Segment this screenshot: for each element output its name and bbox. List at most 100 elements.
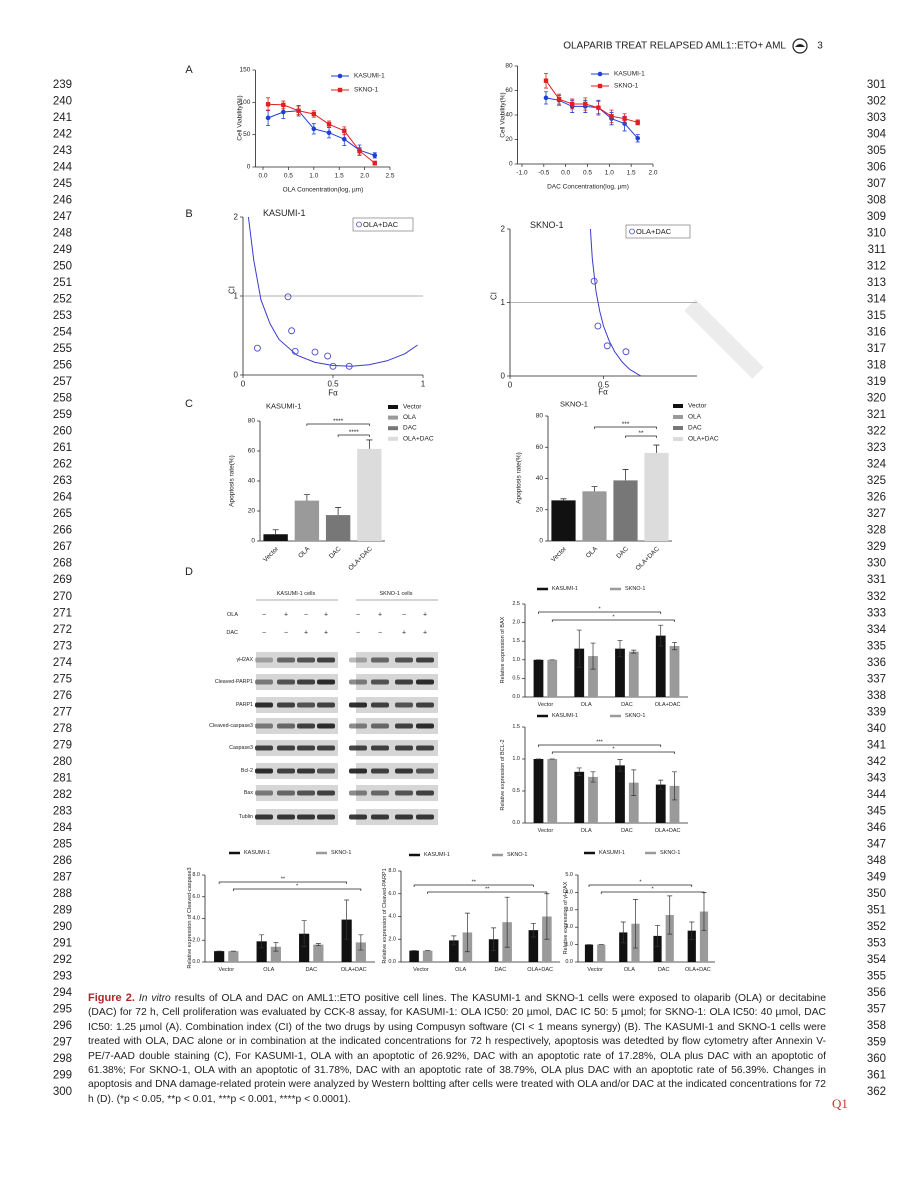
legend-label: OLA bbox=[403, 414, 417, 421]
blot-sign: − bbox=[356, 630, 360, 637]
point bbox=[288, 327, 296, 335]
blot-band bbox=[349, 814, 367, 820]
marker bbox=[543, 78, 549, 83]
y-tick-label: 0 bbox=[501, 372, 506, 381]
blot-protein: Bcl-2 bbox=[241, 768, 253, 774]
line-number: 254 bbox=[53, 327, 73, 339]
marker bbox=[569, 101, 575, 107]
error-bar bbox=[451, 935, 457, 946]
line-number: 289 bbox=[53, 904, 72, 916]
blot-protein: PARP1 bbox=[236, 702, 253, 708]
line-number: 247 bbox=[53, 211, 72, 223]
line-number: 304 bbox=[867, 129, 887, 141]
significance-bracket bbox=[337, 434, 370, 437]
error-bar bbox=[590, 642, 596, 670]
line-number: 273 bbox=[53, 640, 72, 652]
bar bbox=[357, 448, 382, 541]
line-number: 327 bbox=[867, 508, 886, 520]
blot-band bbox=[349, 702, 367, 708]
line-number: 267 bbox=[53, 541, 72, 553]
bar bbox=[263, 534, 288, 541]
line-number: 345 bbox=[867, 805, 886, 817]
error-bar bbox=[576, 629, 582, 668]
y-tick-label: 1.0 bbox=[512, 657, 520, 663]
line-number: 307 bbox=[867, 178, 886, 190]
x-tick-label: 1 bbox=[421, 380, 426, 389]
marker bbox=[342, 128, 347, 133]
x-tick-label: OLA+DAC bbox=[655, 702, 681, 708]
legend-label: KASUMI-1 bbox=[614, 71, 645, 78]
significance-bracket bbox=[551, 751, 675, 754]
error-bar bbox=[631, 649, 637, 654]
legend-label: SKNO-1 bbox=[625, 586, 645, 592]
blot-sign: + bbox=[284, 612, 288, 619]
y-tick-label: 0.0 bbox=[192, 959, 200, 965]
legend-label: KASUMI-1 bbox=[599, 850, 625, 856]
y-tick-label: 0 bbox=[234, 371, 239, 380]
error-bar bbox=[591, 486, 598, 492]
x-tick-label: 1.5 bbox=[335, 173, 344, 180]
y-tick-label: 3.0 bbox=[565, 907, 573, 913]
line-number: 284 bbox=[53, 822, 73, 834]
line-number: 352 bbox=[867, 921, 886, 933]
line-number: 311 bbox=[868, 244, 886, 256]
x-tick-label: Vector bbox=[413, 967, 429, 973]
y-tick-label: 60 bbox=[536, 444, 544, 451]
significance-label: * bbox=[296, 884, 299, 890]
y-tick-label: 0 bbox=[247, 164, 251, 171]
x-tick-label: 2.5 bbox=[385, 173, 394, 180]
y-tick-label: 8.0 bbox=[192, 872, 200, 878]
significance-label: *** bbox=[622, 421, 630, 428]
bar bbox=[313, 944, 324, 962]
point bbox=[284, 293, 292, 301]
line-number: 299 bbox=[53, 1069, 72, 1081]
line-number: 302 bbox=[867, 96, 886, 108]
line-number: 276 bbox=[53, 690, 72, 702]
blot-band bbox=[395, 679, 413, 685]
y-axis-label: Cell Viability(%) bbox=[500, 92, 507, 137]
y-tick-label: 6.0 bbox=[192, 894, 200, 900]
legend-marker bbox=[356, 221, 362, 228]
legend-label: KASUMI-1 bbox=[244, 850, 270, 856]
error-bar bbox=[632, 899, 638, 949]
line-number: 241 bbox=[53, 112, 72, 124]
page-number: 3 bbox=[817, 41, 823, 52]
x-axis-label: OLA Concentration(log, µm) bbox=[283, 187, 364, 194]
blot-band bbox=[349, 657, 367, 663]
y-tick-label: 2 bbox=[234, 213, 239, 222]
line-number: 281 bbox=[53, 772, 72, 784]
error-bar bbox=[622, 469, 629, 481]
line-number: 297 bbox=[53, 1036, 72, 1048]
y-axis-label: Relative expression of BCL-2 bbox=[500, 739, 506, 810]
bar bbox=[270, 946, 281, 962]
marker bbox=[326, 122, 332, 127]
bar bbox=[613, 480, 638, 541]
blot-sign: + bbox=[324, 630, 328, 637]
bar bbox=[669, 785, 680, 823]
line-number: 259 bbox=[53, 409, 72, 421]
blot-protein: Caspase3 bbox=[229, 745, 253, 751]
error-bar bbox=[590, 771, 596, 783]
y-tick-label: 80 bbox=[536, 413, 544, 420]
line-number: 328 bbox=[867, 525, 886, 537]
line-number: 292 bbox=[53, 954, 72, 966]
significance-bracket bbox=[594, 426, 657, 429]
significance-bracket bbox=[588, 884, 693, 887]
bar bbox=[299, 933, 310, 962]
error-bar bbox=[560, 498, 567, 501]
legend-label: OLA bbox=[688, 414, 702, 421]
y-axis-label: Relative expression of γH2AX bbox=[563, 881, 569, 954]
blot-band bbox=[297, 702, 315, 708]
blot-cell-line: SKNO-1 cells bbox=[379, 591, 412, 597]
blot-band bbox=[395, 790, 413, 796]
line-number: 260 bbox=[53, 426, 72, 438]
legend-swatch bbox=[673, 404, 683, 408]
line-number: 258 bbox=[53, 393, 72, 405]
x-tick-label: 0.5 bbox=[583, 170, 592, 177]
x-axis-label: Fα bbox=[328, 389, 338, 398]
marker bbox=[596, 105, 601, 110]
legend-marker bbox=[337, 73, 343, 79]
bar bbox=[449, 940, 459, 962]
blot-band bbox=[371, 702, 389, 708]
legend-label: DAC bbox=[688, 425, 702, 432]
